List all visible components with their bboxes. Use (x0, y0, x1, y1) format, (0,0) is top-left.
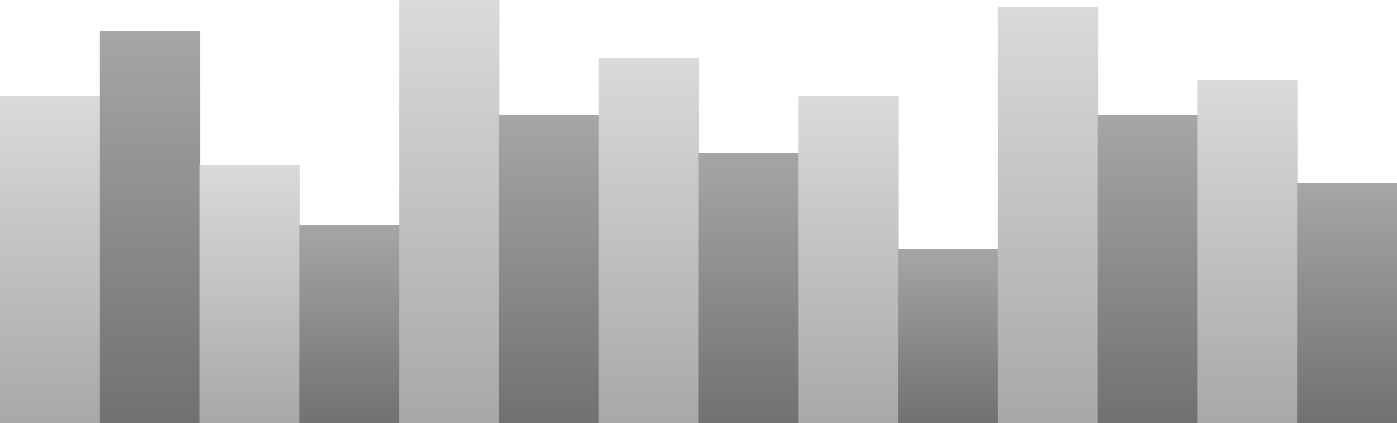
bar-7 (598, 58, 699, 423)
bar-6 (498, 115, 600, 423)
bar-12 (1097, 115, 1198, 423)
bar-11 (997, 7, 1099, 423)
bar-1 (0, 96, 101, 423)
bar-3 (199, 165, 300, 423)
bar-14 (1297, 183, 1397, 423)
bar-5 (399, 0, 500, 423)
bar-2 (99, 31, 201, 423)
bar-10 (898, 249, 999, 423)
bar-9 (798, 96, 899, 423)
bar-8 (698, 153, 799, 423)
bar-13 (1197, 80, 1298, 423)
bar-4 (299, 225, 400, 423)
